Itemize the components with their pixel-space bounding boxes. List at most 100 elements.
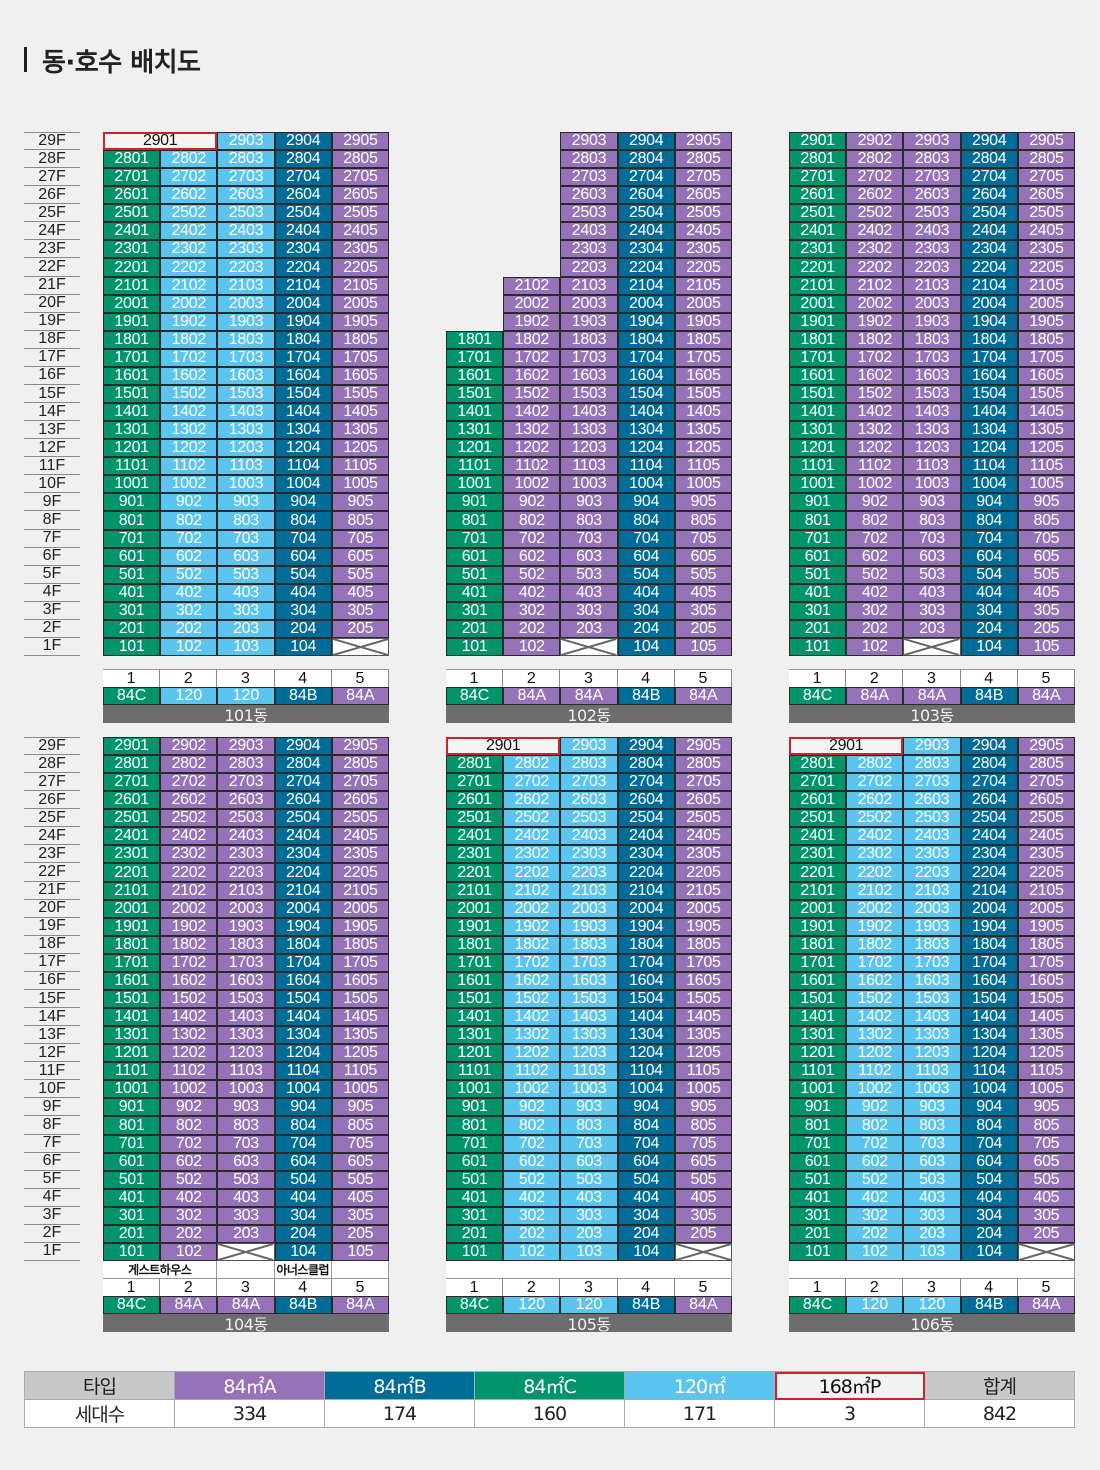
unit-cell: 1105 (331, 1062, 389, 1081)
unit-cell: 205 (674, 619, 732, 638)
unit-cell: 903 (217, 493, 275, 512)
unit-cell: 102 (160, 637, 218, 657)
unit-cell: 2903 (217, 737, 275, 756)
floor-label: 11F (24, 457, 80, 476)
unit-cell: 1603 (903, 971, 961, 990)
unit-cell: 1302 (846, 1026, 904, 1045)
unit-cell: 203 (903, 619, 961, 638)
unit-cell: 101 (789, 637, 847, 657)
unit-cell: 1204 (274, 1044, 332, 1063)
unit-cell: 1604 (274, 366, 332, 385)
floor-label: 21F (24, 881, 80, 900)
unit-cell: 1205 (1017, 1044, 1075, 1063)
unit-cell: 1501 (789, 384, 847, 404)
annex-facility-label (331, 1261, 389, 1279)
unit-cell: 1805 (674, 935, 732, 954)
unit-cell: 701 (789, 529, 847, 548)
unit-cell: 1804 (960, 935, 1018, 954)
unit-cell: 1504 (274, 384, 332, 404)
unit-cell: 1102 (503, 1062, 561, 1081)
unit-cell: 203 (903, 1224, 961, 1243)
cross-mark-icon (1019, 1244, 1074, 1260)
unit-cell: 2602 (160, 186, 218, 205)
unit-cell: 1802 (160, 935, 218, 954)
line-type-label: 84C (789, 687, 847, 706)
unit-cell: 802 (846, 1116, 904, 1135)
unit-cell: 1504 (617, 989, 675, 1009)
line-type-label: 84B (960, 687, 1018, 706)
unit-cell: 2005 (674, 294, 732, 313)
unit-cell: 1804 (960, 330, 1018, 349)
count-row: 세대수 334 174 160 171 3 842 (24, 1399, 1075, 1428)
unit-cell: 2801 (103, 150, 161, 169)
unit-cell: 2801 (103, 755, 161, 774)
line-number: 1 (446, 1278, 504, 1297)
line-type-label: 84A (1017, 687, 1075, 706)
floor-label: 28F (24, 755, 80, 774)
unit-cell: 1202 (160, 1044, 218, 1063)
unit-cell: 1603 (560, 366, 618, 385)
unit-cell: 2802 (160, 755, 218, 774)
unit-cell: 1605 (1017, 366, 1075, 385)
unit-cell: 1301 (789, 1026, 847, 1045)
unit-cell: 904 (274, 493, 332, 512)
unit-cell: 1101 (789, 457, 847, 476)
unit-cell: 404 (274, 583, 332, 602)
unit-cell: 703 (217, 529, 275, 548)
unit-cell: 2404 (274, 827, 332, 846)
unit-cell: 2205 (331, 258, 389, 277)
unit-cell: 2205 (331, 863, 389, 882)
unit-cell: 1104 (617, 1062, 675, 1081)
line-number: 1 (103, 669, 161, 688)
type-168p-header: 168㎡P (774, 1371, 925, 1400)
page-title: 동·호수 배치도 (42, 48, 201, 78)
unit-cell: 1904 (274, 312, 332, 331)
excluded-unit-cell (1017, 1242, 1075, 1262)
unit-cell: 1801 (446, 330, 504, 349)
cross-mark-icon (904, 639, 959, 655)
unit-cell: 2305 (331, 845, 389, 864)
unit-cell: 505 (674, 565, 732, 584)
unit-cell: 1304 (274, 1026, 332, 1045)
unit-cell: 1603 (217, 971, 275, 990)
unit-cell: 1501 (446, 384, 504, 404)
unit-cell: 1705 (331, 953, 389, 972)
unit-cell: 2005 (331, 899, 389, 918)
floor-label: 29F (24, 132, 80, 151)
unit-cell: 1602 (503, 971, 561, 990)
unit-cell: 201 (789, 619, 847, 638)
line-number: 5 (674, 1278, 732, 1297)
unit-cell: 2603 (560, 791, 618, 810)
unit-cell: 804 (274, 511, 332, 530)
floor-label: 18F (24, 935, 80, 954)
unit-cell: 1305 (331, 421, 389, 440)
line-number: 4 (274, 669, 332, 688)
unit-cell: 104 (617, 1242, 675, 1262)
line-type-label: 84C (446, 1296, 504, 1315)
unit-cell: 805 (1017, 511, 1075, 530)
unit-cell: 1403 (560, 1008, 618, 1027)
unit-cell: 2501 (446, 809, 504, 828)
unit-cell: 304 (617, 601, 675, 620)
total-header: 합계 (924, 1371, 1075, 1400)
unit-cell: 1904 (617, 917, 675, 936)
unit-cell: 305 (674, 1206, 732, 1225)
unit-cell: 2804 (274, 150, 332, 169)
unit-cell: 2104 (617, 276, 675, 295)
unit-cell: 1502 (846, 384, 904, 404)
building-name: 104동 (103, 1314, 389, 1334)
unit-cell: 604 (960, 1152, 1018, 1171)
line-number: 2 (846, 669, 904, 688)
unit-cell: 2701 (789, 168, 847, 187)
building-name: 102동 (446, 705, 732, 725)
unit-cell: 304 (274, 1206, 332, 1225)
unit-cell: 405 (1017, 583, 1075, 602)
unit-cell: 503 (560, 1170, 618, 1189)
unit-cell: 2305 (1017, 240, 1075, 259)
unit-cell: 1804 (617, 330, 675, 349)
unit-cell: 1803 (903, 935, 961, 954)
unit-cell: 604 (274, 547, 332, 566)
cross-mark-icon (218, 1244, 273, 1260)
floor-label: 11F (24, 1062, 80, 1081)
unit-cell: 401 (789, 1188, 847, 1207)
